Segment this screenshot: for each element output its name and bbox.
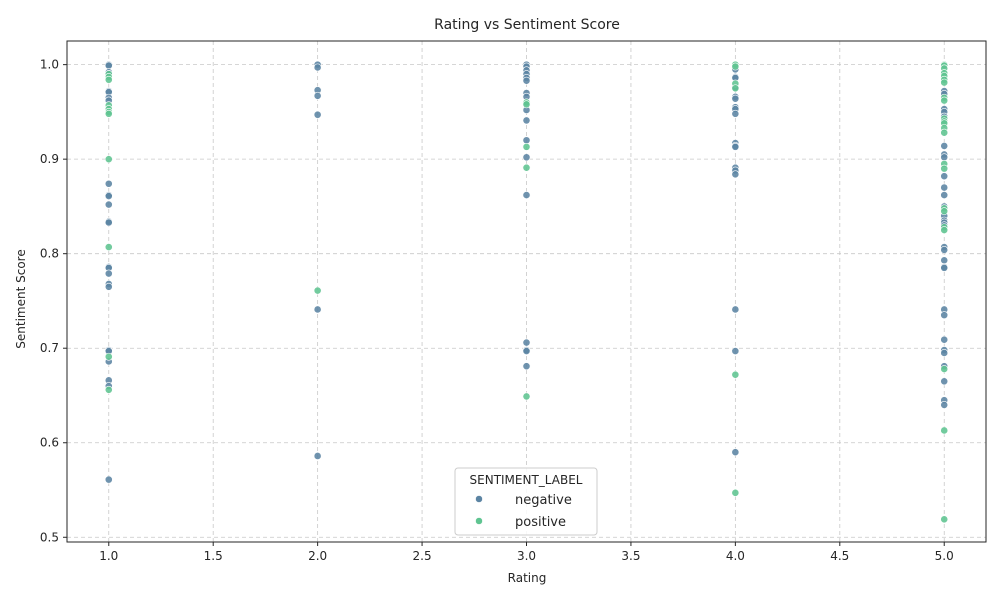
- y-tick-label: 0.8: [40, 247, 59, 261]
- point-negative: [313, 305, 322, 314]
- point-positive: [522, 392, 531, 401]
- point-positive: [313, 286, 322, 295]
- point-negative: [940, 191, 949, 199]
- point-negative: [940, 142, 949, 150]
- y-tick-label: 0.5: [40, 530, 59, 544]
- point-negative: [731, 170, 740, 179]
- y-tick-label: 1.0: [40, 58, 59, 72]
- point-negative: [522, 362, 531, 371]
- point-negative: [940, 401, 949, 409]
- point-negative: [313, 452, 322, 460]
- point-negative: [522, 347, 531, 355]
- point-negative: [104, 282, 113, 291]
- point-positive: [940, 226, 949, 234]
- legend-marker-negative: [475, 495, 483, 503]
- point-negative: [104, 192, 113, 200]
- x-tick-label: 4.0: [726, 549, 745, 563]
- plot-frame: [66, 40, 987, 543]
- x-tick-label: 1.5: [204, 549, 223, 563]
- point-positive: [104, 155, 113, 164]
- point-positive: [104, 352, 113, 361]
- y-tick-label: 0.6: [40, 436, 59, 450]
- chart-title: Rating vs Sentiment Score: [434, 17, 620, 33]
- point-positive: [522, 163, 531, 172]
- x-tick-label: 3.0: [517, 549, 536, 563]
- point-negative: [731, 448, 740, 457]
- point-negative: [522, 76, 531, 85]
- y-tick-label: 0.7: [40, 341, 59, 355]
- point-positive: [522, 100, 531, 109]
- x-tick-label: 5.0: [935, 549, 954, 563]
- point-negative: [313, 91, 322, 100]
- point-positive: [940, 128, 949, 137]
- x-axis-label: Rating: [508, 571, 547, 585]
- point-negative: [313, 110, 322, 119]
- point-negative: [522, 338, 531, 347]
- point-negative: [731, 305, 740, 314]
- point-positive: [940, 207, 949, 216]
- point-negative: [940, 172, 949, 181]
- x-tick-label: 2.5: [413, 549, 432, 563]
- point-positive: [731, 370, 740, 379]
- point-negative: [940, 183, 949, 192]
- point-negative: [522, 191, 531, 199]
- point-positive: [104, 109, 113, 118]
- point-negative: [104, 179, 113, 188]
- point-positive: [940, 515, 949, 524]
- point-negative: [940, 256, 949, 265]
- legend-label-positive: positive: [515, 515, 566, 530]
- points-layer: [104, 60, 949, 524]
- point-negative: [940, 311, 949, 320]
- point-positive: [940, 78, 949, 87]
- x-tick-label: 2.0: [308, 549, 327, 563]
- y-tick-label: 0.9: [40, 152, 59, 166]
- grid-layer: [67, 41, 986, 542]
- point-negative: [104, 218, 113, 227]
- point-negative: [104, 475, 113, 484]
- point-negative: [940, 335, 949, 344]
- point-negative: [522, 116, 531, 125]
- ticks-layer: 1.0 1.5 2.0 2.5 3.0 3.5 4.0 4.5 5.0 0.5 0.6 0.7 0.8 0…: [40, 58, 954, 563]
- point-negative: [731, 109, 740, 118]
- point-positive: [104, 243, 113, 251]
- point-positive: [104, 75, 113, 84]
- x-tick-label: 1.0: [99, 549, 118, 563]
- point-positive: [940, 164, 949, 173]
- legend-marker-positive: [475, 517, 483, 525]
- point-negative: [940, 246, 949, 254]
- y-axis-label: Sentiment Score: [14, 249, 28, 348]
- point-negative: [940, 263, 949, 272]
- point-negative: [731, 347, 740, 355]
- point-negative: [940, 377, 949, 386]
- point-negative: [731, 94, 740, 103]
- point-negative: [104, 200, 113, 209]
- point-positive: [940, 365, 949, 373]
- point-positive: [940, 96, 949, 105]
- point-positive: [940, 426, 949, 435]
- point-negative: [940, 349, 949, 357]
- legend: SENTIMENT_LABEL negative positive: [454, 467, 598, 536]
- x-tick-label: 3.5: [621, 549, 640, 563]
- legend-box: [454, 467, 598, 536]
- point-positive: [104, 385, 113, 394]
- point-negative: [104, 269, 113, 278]
- legend-title: SENTIMENT_LABEL: [470, 473, 583, 487]
- point-negative: [522, 153, 531, 162]
- legend-label-negative: negative: [515, 493, 572, 508]
- point-negative: [731, 142, 740, 151]
- point-positive: [731, 62, 740, 71]
- point-positive: [731, 488, 740, 497]
- point-negative: [940, 153, 949, 162]
- point-negative: [313, 63, 322, 72]
- point-positive: [522, 142, 531, 151]
- x-tick-label: 4.5: [830, 549, 849, 563]
- point-positive: [731, 84, 740, 93]
- point-negative: [522, 136, 531, 145]
- point-negative: [104, 61, 113, 70]
